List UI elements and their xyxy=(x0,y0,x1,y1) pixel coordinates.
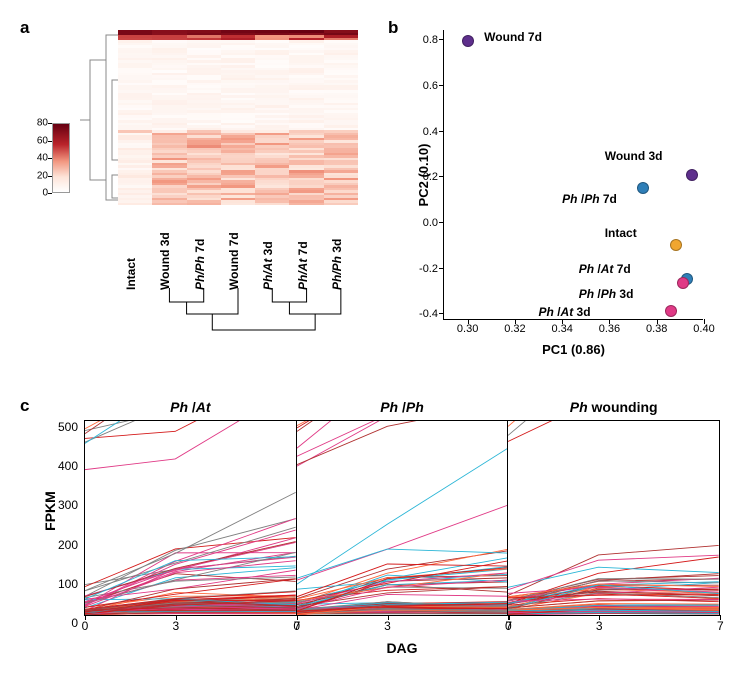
pca-xtick: 0.32 xyxy=(504,323,525,335)
pca-xtick: 0.38 xyxy=(646,323,667,335)
heatmap-col-label: Ph/At 7d xyxy=(296,241,310,290)
pca-ytick: 0.8 xyxy=(410,34,438,46)
pca-ytick: 0.6 xyxy=(410,80,438,92)
pca-xtick: 0.30 xyxy=(457,323,478,335)
heatmap-column xyxy=(152,30,186,205)
colorbar-gradient xyxy=(52,123,70,193)
line-ytick: 100 xyxy=(46,577,78,591)
lineplot-title: Ph wounding xyxy=(508,399,719,415)
pca-point xyxy=(670,239,682,251)
heatmap-col-label: Ph/Ph 7d xyxy=(193,239,207,290)
panel-b: PC1 (0.86) PC2 (0.10) 0.300.320.340.360.… xyxy=(388,18,734,378)
heatmap-column xyxy=(324,30,358,205)
heatmap-col-label: Wound 7d xyxy=(227,232,241,290)
heatmap-colorbar: 020406080 xyxy=(26,123,74,193)
pca-point-label: Intact xyxy=(605,226,637,240)
lineplot-svg xyxy=(297,421,508,615)
pca-ytick: 0.2 xyxy=(410,171,438,183)
heatmap-col-label: Ph/At 3d xyxy=(261,241,275,290)
line-ytick: 400 xyxy=(46,459,78,473)
heatmap-column xyxy=(221,30,255,205)
colorbar-tick: 60 xyxy=(37,135,48,146)
line-ytick: 200 xyxy=(46,538,78,552)
colorbar-tick: 40 xyxy=(37,153,48,164)
pca-ytick: 0.4 xyxy=(410,126,438,138)
col-dendrogram xyxy=(118,288,358,348)
pca-point xyxy=(637,182,649,194)
pca-point-label: Wound 7d xyxy=(484,30,542,44)
pca-point-label: Ph /At 7d xyxy=(579,262,631,276)
panel-a: 020406080 IntactWound 3dPh/Ph 7dWound 7d… xyxy=(18,18,368,388)
lineplot-subpanel: Ph /At037 xyxy=(84,420,297,616)
line-xtick: 3 xyxy=(384,619,391,633)
heatmap-column xyxy=(187,30,221,205)
heatmap-column xyxy=(255,30,289,205)
pca-point-label: Wound 3d xyxy=(605,149,663,163)
heatmap-column xyxy=(289,30,323,205)
lineplot-title: Ph /Ph xyxy=(297,399,508,415)
pca-point-label: Ph /At 3d xyxy=(539,305,591,319)
heatmap-col-label: Intact xyxy=(124,258,138,290)
line-xtick: 0 xyxy=(293,619,300,633)
line-ytick: 300 xyxy=(46,498,78,512)
pca-point xyxy=(462,35,474,47)
heatmap-col-label: Wound 3d xyxy=(158,232,172,290)
heatmap xyxy=(118,30,358,205)
pca-xtick: 0.36 xyxy=(599,323,620,335)
heatmap-col-label: Ph/Ph 3d xyxy=(330,239,344,290)
heatmap-col-labels: Intact Wound 3d Ph/Ph 7d Wound 7d Ph/At 3d Ph… xyxy=(118,210,358,292)
pca-point xyxy=(665,305,677,317)
pca-ytick: -0.2 xyxy=(410,263,438,275)
line-xtick: 7 xyxy=(717,619,724,633)
heatmap-column xyxy=(118,30,152,205)
pca-point xyxy=(677,277,689,289)
lineplot-svg xyxy=(508,421,719,615)
line-xtick: 3 xyxy=(596,619,603,633)
pca-plot: PC1 (0.86) PC2 (0.10) 0.300.320.340.360.… xyxy=(443,30,703,320)
line-ytick: 0 xyxy=(46,616,78,630)
line-xtick: 0 xyxy=(82,619,89,633)
pca-point-label: Ph /Ph 3d xyxy=(579,287,634,301)
pca-ytick: -0.4 xyxy=(410,308,438,320)
lineplot-subpanel: Ph /Ph037 xyxy=(297,420,509,616)
pca-point-label: Ph /Ph 7d xyxy=(562,192,617,206)
pca-xlabel: PC1 (0.86) xyxy=(444,342,703,357)
line-xtick: 0 xyxy=(505,619,512,633)
line-ytick: 500 xyxy=(46,420,78,434)
lineplot-title: Ph /At xyxy=(85,399,296,415)
lineplot-stack: Ph /At037Ph /Ph037Ph wounding037 xyxy=(84,420,720,616)
row-dendrogram xyxy=(78,30,118,205)
lineplot-subpanel: Ph wounding037 xyxy=(508,420,720,616)
lineplot-xlabel: DAG xyxy=(84,640,720,656)
pca-xtick: 0.40 xyxy=(693,323,714,335)
colorbar-tick: 80 xyxy=(37,118,48,129)
pca-point xyxy=(686,169,698,181)
colorbar-tick: 20 xyxy=(37,170,48,181)
pca-ytick: 0.0 xyxy=(410,217,438,229)
pca-xtick: 0.34 xyxy=(551,323,572,335)
line-xtick: 3 xyxy=(173,619,180,633)
figure-container: a 020406080 IntactWound 3dPh/Ph 7dWound … xyxy=(18,18,734,664)
panel-c: FPKM Ph /At037Ph /Ph037Ph wounding037 DA… xyxy=(18,396,734,664)
lineplot-svg xyxy=(85,421,296,615)
